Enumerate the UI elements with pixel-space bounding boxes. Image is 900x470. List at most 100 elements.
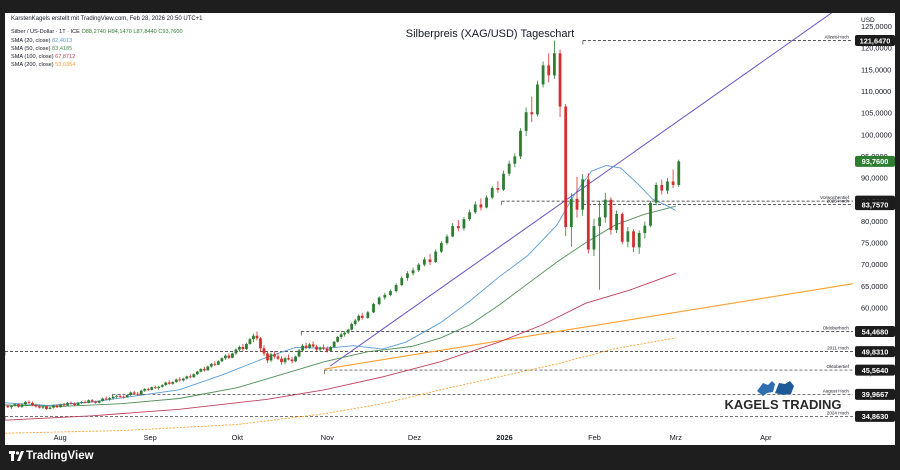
candle-body bbox=[329, 346, 333, 351]
candle-body bbox=[297, 350, 301, 357]
candle-body bbox=[241, 346, 245, 350]
level-name: 2025 Hoch bbox=[827, 199, 850, 204]
candle-body bbox=[445, 236, 449, 244]
candle-body bbox=[266, 353, 269, 361]
candle-body bbox=[485, 197, 488, 208]
candle-body bbox=[213, 363, 217, 365]
candle-body bbox=[468, 212, 472, 220]
candle-body bbox=[59, 404, 62, 408]
candle-body bbox=[301, 345, 304, 351]
candle-body bbox=[366, 312, 370, 318]
sma200-line bbox=[5, 337, 676, 434]
candle-body bbox=[400, 278, 404, 286]
candle-body bbox=[434, 251, 438, 263]
candle-body bbox=[150, 387, 154, 390]
level-name: Vorwochentief bbox=[820, 195, 850, 200]
x-tick-label: Apr bbox=[760, 433, 772, 442]
price-label-box bbox=[855, 35, 895, 47]
candle-body bbox=[10, 405, 13, 408]
candle-body bbox=[332, 341, 336, 347]
candle-body bbox=[360, 315, 364, 318]
brand-watermark-text: KAGELS TRADING bbox=[725, 397, 842, 412]
candle-body bbox=[160, 385, 164, 387]
candle-body bbox=[20, 404, 24, 407]
candle-body bbox=[115, 395, 119, 397]
candle-body bbox=[146, 388, 150, 390]
candle-body bbox=[558, 53, 562, 107]
x-tick-label: 2026 bbox=[496, 433, 512, 442]
candle-body bbox=[108, 398, 112, 400]
price-label: 121,6470 bbox=[860, 36, 891, 45]
level-name: Oktoberhoch bbox=[823, 326, 850, 331]
candle-body bbox=[290, 359, 294, 362]
y-tick-label: 75,0000 bbox=[861, 239, 888, 248]
symbol-ohlc-part: H94,1470 bbox=[106, 29, 132, 35]
candle-body bbox=[357, 315, 361, 321]
candle-body bbox=[132, 392, 136, 394]
tradingview-brand-text[interactable]: TradingView bbox=[26, 450, 94, 462]
price-label: 83,7570 bbox=[862, 200, 889, 209]
candle-body bbox=[451, 226, 455, 237]
candle-body bbox=[609, 199, 613, 231]
candle-body bbox=[76, 402, 80, 406]
candle-body bbox=[164, 382, 168, 386]
candle-body bbox=[227, 355, 231, 358]
candle-body bbox=[325, 348, 329, 351]
candle-body bbox=[101, 398, 105, 402]
candle-body bbox=[372, 304, 375, 313]
candle-body bbox=[171, 382, 175, 384]
sma50-line bbox=[5, 205, 676, 407]
candle-body bbox=[69, 402, 73, 404]
y-tick-label: 110,0000 bbox=[861, 87, 891, 96]
sma-legend-entry: SMA (20, close) 82,4013 bbox=[11, 38, 72, 44]
x-tick-label: Feb bbox=[588, 433, 601, 442]
candle-body bbox=[87, 400, 90, 403]
candle-body bbox=[248, 339, 252, 344]
candle-body bbox=[34, 405, 38, 407]
candle-body bbox=[524, 112, 528, 131]
candle-body bbox=[280, 358, 283, 363]
candle-body bbox=[259, 338, 262, 349]
candle-body bbox=[24, 401, 27, 405]
candle-body bbox=[202, 369, 206, 371]
candle-body bbox=[178, 379, 182, 381]
price-label-box bbox=[855, 388, 895, 400]
candle-body bbox=[336, 337, 340, 342]
price-label-box bbox=[855, 155, 895, 167]
candle-body bbox=[311, 344, 315, 347]
price-label: 54,4680 bbox=[862, 327, 889, 336]
candle-body bbox=[377, 297, 381, 305]
candle-body bbox=[199, 369, 203, 372]
candle-body bbox=[649, 202, 652, 226]
y-tick-label: 80,0000 bbox=[861, 217, 888, 226]
price-chart[interactable]: 40,000045,000050,000055,000060,000065,00… bbox=[5, 13, 895, 445]
candle-body bbox=[519, 130, 522, 157]
candle-body bbox=[637, 233, 641, 248]
candle-body bbox=[315, 346, 319, 350]
candle-body bbox=[118, 395, 122, 397]
candle-body bbox=[615, 213, 618, 231]
candle-body bbox=[569, 198, 573, 227]
candle-body bbox=[66, 402, 69, 406]
candle-body bbox=[13, 404, 17, 406]
candle-body bbox=[209, 363, 213, 367]
candle-body bbox=[273, 354, 276, 357]
candle-body bbox=[479, 204, 483, 208]
candle-body bbox=[428, 259, 432, 263]
x-tick-label: Mrz bbox=[670, 433, 683, 442]
candle-body bbox=[94, 401, 98, 403]
symbol-ohlc-part: Silber / US-Dollar · 1T · ICE bbox=[11, 29, 80, 35]
y-tick-label: 60,0000 bbox=[861, 304, 888, 313]
candle-body bbox=[350, 324, 354, 330]
candle-body bbox=[552, 53, 556, 76]
candle-body bbox=[262, 348, 266, 354]
price-label: 93,7600 bbox=[862, 157, 889, 166]
y-tick-label: 70,0000 bbox=[861, 260, 888, 269]
symbol-legend: Silber / US-Dollar · 1T · ICE O88,2740 H… bbox=[11, 29, 183, 35]
candle-body bbox=[294, 356, 297, 362]
candle-body bbox=[308, 344, 311, 348]
y-tick-label: 90,0000 bbox=[861, 174, 888, 183]
candle-body bbox=[181, 378, 185, 381]
candle-body bbox=[129, 392, 133, 396]
